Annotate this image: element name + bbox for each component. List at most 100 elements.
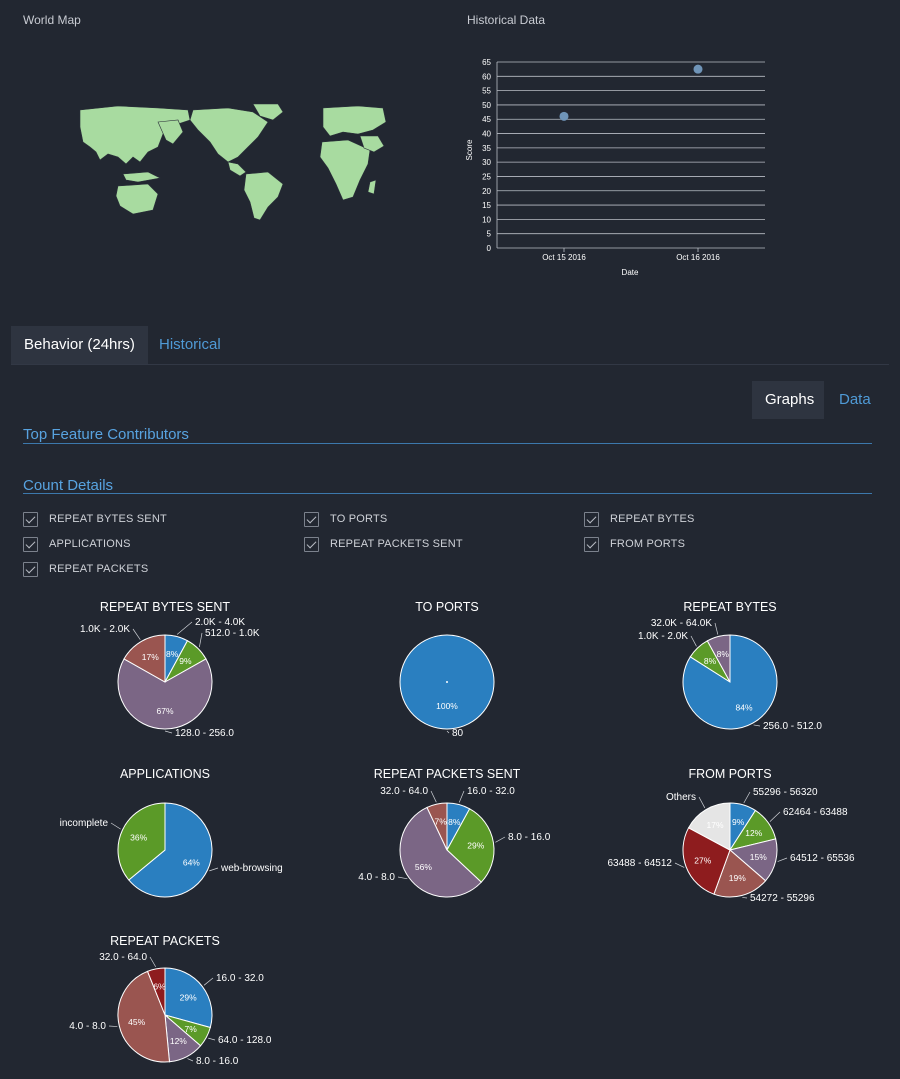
pie-percent-label: 56% bbox=[415, 862, 432, 872]
pie-slice[interactable] bbox=[706, 634, 731, 683]
x-tick-label: Oct 16 2016 bbox=[676, 253, 720, 262]
pie-chart: TO PORTS 100% 80 bbox=[399, 600, 495, 739]
count-details-heading[interactable]: Count Details bbox=[23, 477, 114, 494]
historical-chart[interactable]: 0 5 10 15 20 25 30 35 40 45 50 55 60 65 Oct 15 2016 Oc… bbox=[460, 50, 780, 285]
pie-leader-line bbox=[690, 635, 697, 647]
pie-percent-label: 8% bbox=[704, 656, 717, 666]
pie-percent-label: 8% bbox=[717, 649, 730, 659]
pie-leader-line bbox=[164, 730, 173, 734]
pie-slice[interactable] bbox=[164, 967, 213, 1029]
pie-percent-label: 15% bbox=[750, 852, 767, 862]
check-icon bbox=[584, 536, 599, 552]
checkbox-applications[interactable]: APPLICATIONS bbox=[23, 535, 131, 553]
pie-slice[interactable] bbox=[128, 802, 213, 898]
pie-leader-line bbox=[208, 1037, 216, 1041]
checkbox-repeat-bytes-sent[interactable]: REPEAT BYTES SENT bbox=[23, 510, 167, 528]
pie-chart: REPEAT BYTES SENT 8% 2.0K - 4.0K 9% 512.0 - … bbox=[80, 600, 260, 739]
subtab-graphs[interactable]: Graphs bbox=[752, 381, 824, 419]
pie-percent-label: 9% bbox=[732, 817, 745, 827]
check-icon bbox=[304, 536, 319, 552]
checkbox-repeat-bytes[interactable]: REPEAT BYTES bbox=[584, 510, 695, 528]
pie-chart-title: REPEAT PACKETS SENT bbox=[374, 767, 521, 781]
pie-percent-label: 6% bbox=[153, 981, 166, 991]
pie-slice-label: 64.0 - 128.0 bbox=[218, 1035, 272, 1046]
main-tabs: Behavior (24hrs) Historical bbox=[11, 326, 889, 365]
y-tick-label: 65 bbox=[482, 58, 491, 67]
pie-slice[interactable] bbox=[399, 806, 482, 898]
pie-slice-label: 128.0 - 256.0 bbox=[175, 728, 234, 739]
pie-chart: FROM PORTS 9% 55296 - 56320 12% 62464 - 6348… bbox=[607, 767, 854, 904]
pie-leader-line bbox=[209, 867, 219, 872]
pie-slice[interactable] bbox=[446, 808, 495, 883]
pie-percent-label: 29% bbox=[180, 992, 197, 1002]
pie-slice[interactable] bbox=[117, 658, 213, 730]
map-indonesia bbox=[122, 171, 161, 183]
pie-percent-label: 8% bbox=[448, 817, 461, 827]
checkbox-to-ports[interactable]: TO PORTS bbox=[304, 510, 387, 528]
pie-leader-line bbox=[176, 621, 193, 635]
checkbox-repeat-packets[interactable]: REPEAT PACKETS bbox=[23, 560, 148, 578]
pie-chart: REPEAT PACKETS 29% 16.0 - 32.0 7% 64.0 - 128… bbox=[69, 934, 272, 1067]
world-map[interactable] bbox=[78, 102, 388, 220]
pie-slice-label: 4.0 - 8.0 bbox=[69, 1021, 106, 1032]
pie-slice-label: 8.0 - 16.0 bbox=[196, 1056, 239, 1067]
world-map-label: World Map bbox=[23, 13, 81, 27]
pie-slice[interactable] bbox=[123, 634, 166, 683]
pie-percent-label: 8% bbox=[166, 649, 179, 659]
y-tick-label: 55 bbox=[482, 87, 491, 96]
pie-percent-label: 27% bbox=[694, 855, 711, 865]
check-icon bbox=[23, 561, 38, 577]
check-icon bbox=[584, 511, 599, 527]
pie-slice-label: 55296 - 56320 bbox=[753, 787, 818, 798]
pie-leader-line bbox=[108, 1025, 118, 1027]
pie-leader-line bbox=[753, 724, 761, 727]
pie-percent-label: 84% bbox=[736, 703, 753, 713]
check-icon bbox=[304, 511, 319, 527]
checkbox-repeat-packets-sent[interactable]: REPEAT PACKETS SENT bbox=[304, 535, 463, 553]
pie-chart: APPLICATIONS 64% web-browsing 36% incomplete bbox=[60, 767, 283, 898]
pie-leader-line bbox=[698, 796, 706, 809]
pie-chart-title: FROM PORTS bbox=[688, 767, 771, 781]
historical-xlabel: Date bbox=[622, 268, 639, 277]
historical-ylabel: Score bbox=[465, 139, 474, 160]
pie-leader-line bbox=[742, 897, 748, 899]
checkbox-from-ports[interactable]: FROM PORTS bbox=[584, 535, 685, 553]
pie-slice[interactable] bbox=[713, 849, 767, 898]
pie-percent-label: 64% bbox=[183, 857, 200, 867]
pie-slice-label: 32.0 - 64.0 bbox=[99, 952, 147, 963]
pie-leader-line bbox=[769, 811, 781, 822]
heading-divider bbox=[23, 443, 872, 444]
pie-chart-title: REPEAT PACKETS bbox=[110, 934, 220, 948]
pie-percent-label: 67% bbox=[156, 706, 173, 716]
y-tick-label: 25 bbox=[482, 172, 491, 181]
subtab-data[interactable]: Data bbox=[839, 391, 871, 408]
pie-slice-label: 1.0K - 2.0K bbox=[80, 624, 130, 635]
score-point[interactable] bbox=[559, 111, 569, 121]
y-tick-label: 10 bbox=[482, 215, 491, 224]
pie-slice-label: 512.0 - 1.0K bbox=[205, 628, 260, 639]
pie-leader-line bbox=[397, 876, 408, 880]
tab-historical[interactable]: Historical bbox=[159, 336, 221, 353]
pie-chart-title: APPLICATIONS bbox=[120, 767, 210, 781]
tab-behavior[interactable]: Behavior (24hrs) bbox=[11, 326, 148, 364]
pie-leader-line bbox=[187, 1058, 194, 1062]
pie-leader-line bbox=[149, 956, 157, 968]
pie-slice[interactable] bbox=[682, 827, 731, 895]
pie-slice-label: 256.0 - 512.0 bbox=[763, 721, 822, 732]
pie-slice[interactable] bbox=[146, 967, 166, 1016]
top-feature-contributors-heading[interactable]: Top Feature Contributors bbox=[23, 426, 189, 443]
pie-percent-label: 17% bbox=[707, 820, 724, 830]
score-point[interactable] bbox=[693, 64, 703, 74]
pie-slice-label: incomplete bbox=[60, 818, 109, 829]
pie-percent-label: 7% bbox=[434, 817, 447, 827]
pie-slice-label: 32.0 - 64.0 bbox=[380, 786, 428, 797]
pie-chart: REPEAT BYTES 84% 256.0 - 512.0 8% 1.0K - 2.0… bbox=[638, 600, 822, 732]
pie-slice[interactable] bbox=[426, 802, 448, 851]
pie-slice[interactable] bbox=[687, 802, 731, 851]
pie-leader-line bbox=[430, 790, 437, 803]
pie-leader-line bbox=[203, 977, 214, 986]
pie-slice[interactable] bbox=[117, 802, 166, 881]
pie-slice-label: 1.0K - 2.0K bbox=[638, 631, 688, 642]
y-tick-label: 20 bbox=[482, 187, 491, 196]
